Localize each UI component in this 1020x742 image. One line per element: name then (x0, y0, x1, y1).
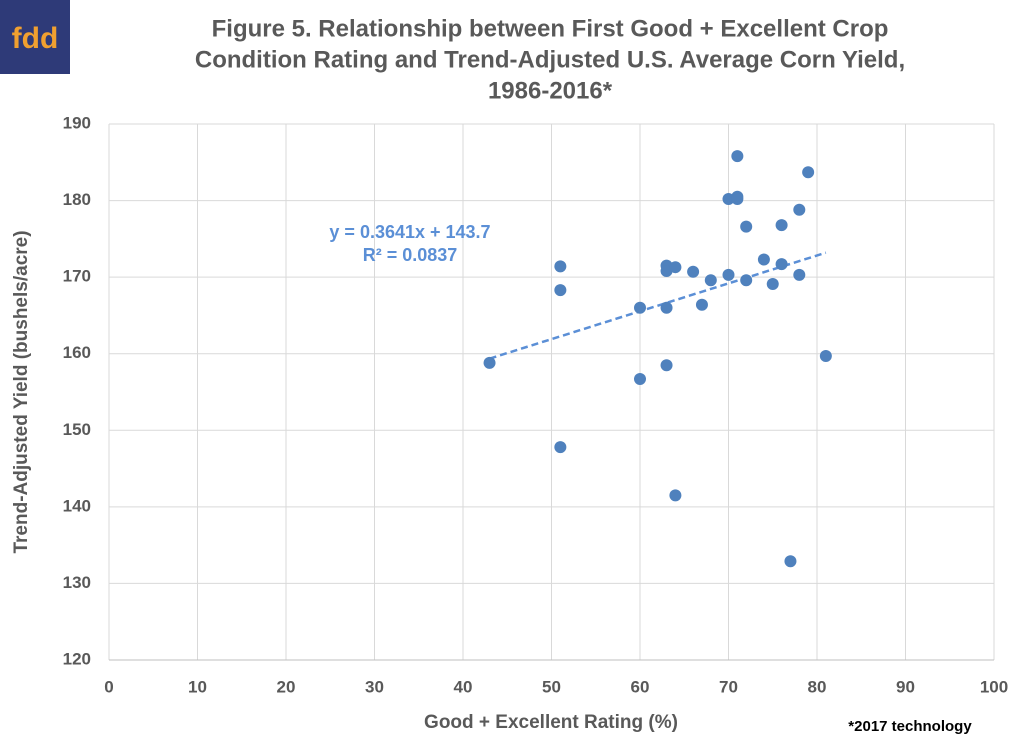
x-tick-label: 20 (277, 677, 296, 696)
x-tick-label: 70 (719, 677, 738, 696)
note: *2017 technology (848, 718, 972, 735)
x-tick-label: 40 (454, 677, 473, 696)
point (793, 203, 806, 216)
point (784, 555, 797, 568)
y-tick-label: 160 (63, 343, 91, 362)
x-tick-label: 90 (896, 677, 915, 696)
x-axis-label: Good + Excellent Rating (%) (424, 712, 678, 733)
logo-box (0, 0, 70, 74)
y-tick-label: 140 (63, 496, 91, 515)
point (793, 268, 806, 281)
point (740, 274, 753, 287)
point (695, 298, 708, 311)
trendline (489, 251, 827, 360)
point (669, 261, 682, 274)
x-tick-label: 100 (980, 677, 1008, 696)
point (802, 166, 815, 179)
point (775, 258, 788, 271)
y-tick-label: 150 (63, 420, 91, 439)
chart-title: Figure 5. Relationship between First Goo… (212, 15, 889, 42)
point (660, 301, 673, 314)
x-tick-label: 80 (808, 677, 827, 696)
point (740, 220, 753, 233)
y-tick-label: 120 (63, 649, 91, 668)
point (766, 278, 779, 291)
point (819, 350, 832, 363)
y-tick-label: 130 (63, 573, 91, 592)
point (704, 274, 717, 287)
point (554, 284, 567, 297)
point (757, 253, 770, 266)
point (731, 193, 744, 206)
chart-title: Condition Rating and Trend-Adjusted U.S.… (195, 46, 905, 73)
y-tick-label: 170 (63, 267, 91, 286)
logo: fdd (12, 22, 59, 55)
x-tick-label: 10 (188, 677, 207, 696)
x-tick-label: 50 (542, 677, 561, 696)
y-axis-label: Trend-Adjusted Yield (bushels/acre) (11, 230, 32, 553)
point (660, 359, 673, 372)
point (669, 489, 682, 502)
y-tick-label: 190 (63, 113, 91, 132)
point (554, 260, 567, 273)
point (731, 150, 744, 163)
point (634, 372, 646, 385)
point (554, 441, 567, 454)
point (483, 356, 496, 369)
x-tick-label: 60 (631, 677, 650, 696)
x-tick-label: 30 (365, 677, 384, 696)
trendline-r2: R² = 0.0837 (363, 245, 458, 265)
chart-title: 1986-2016* (488, 77, 613, 104)
trendline-equation: y = 0.3641x + 143.7 (329, 222, 490, 242)
point (687, 265, 700, 278)
point (634, 301, 646, 314)
point (722, 268, 735, 281)
x-tick-label: 0 (104, 677, 113, 696)
point (775, 219, 788, 232)
y-tick-label: 180 (63, 190, 91, 209)
